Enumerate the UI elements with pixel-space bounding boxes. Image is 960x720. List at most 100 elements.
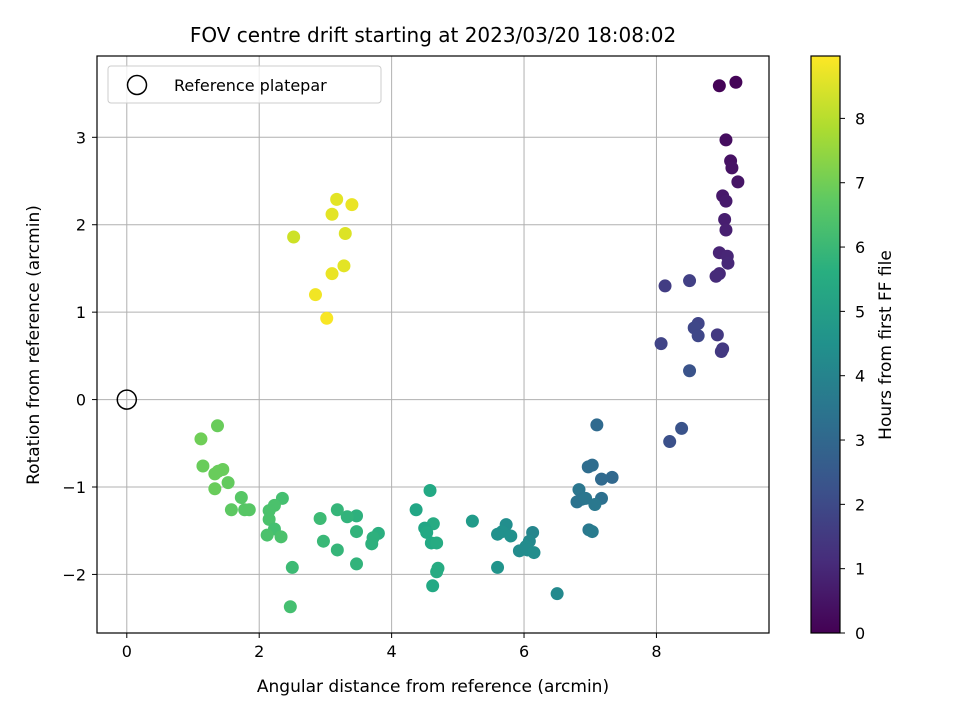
colorbar-tick-label: 5 bbox=[855, 302, 865, 321]
scatter-point bbox=[365, 537, 379, 551]
scatter-point bbox=[210, 419, 224, 433]
y-axis-ticks: −2 −1 0 1 2 3 bbox=[62, 128, 97, 584]
colorbar-tick-label: 4 bbox=[855, 367, 865, 386]
scatter-point bbox=[350, 557, 364, 571]
scatter-point bbox=[663, 435, 677, 449]
y-tick-label: −1 bbox=[62, 478, 86, 497]
scatter-point bbox=[691, 329, 705, 343]
legend-label: Reference platepar bbox=[174, 76, 327, 95]
scatter-point bbox=[725, 161, 739, 175]
scatter-point bbox=[234, 490, 248, 504]
scatter-point bbox=[285, 560, 299, 574]
scatter-point bbox=[350, 525, 364, 539]
scatter-point bbox=[320, 311, 334, 325]
scatter-point bbox=[579, 491, 593, 505]
scatter-point bbox=[260, 528, 274, 542]
scatter-point bbox=[330, 192, 344, 206]
y-axis-label: Rotation from reference (arcmin) bbox=[24, 205, 44, 485]
scatter-point bbox=[729, 75, 743, 89]
colorbar-tick-label: 8 bbox=[855, 109, 865, 128]
scatter-point bbox=[283, 600, 297, 614]
scatter-point bbox=[208, 482, 222, 496]
scatter-point bbox=[588, 497, 602, 511]
scatter-point bbox=[308, 288, 322, 302]
colorbar-tick-label: 6 bbox=[855, 238, 865, 257]
scatter-point bbox=[196, 459, 210, 473]
colorbar-tick-label: 0 bbox=[855, 624, 865, 643]
scatter-point bbox=[491, 560, 505, 574]
y-tick-label: −2 bbox=[62, 565, 86, 584]
scatter-point bbox=[550, 587, 564, 601]
legend-marker bbox=[126, 74, 148, 96]
scatter-point bbox=[274, 530, 288, 544]
scatter-point bbox=[330, 543, 344, 557]
colorbar-tick-label: 1 bbox=[855, 560, 865, 579]
scatter-point bbox=[345, 198, 359, 212]
scatter-point bbox=[709, 269, 723, 283]
scatter-point bbox=[719, 133, 733, 147]
scatter-point bbox=[527, 546, 541, 560]
y-tick-label: 1 bbox=[76, 303, 86, 322]
scatter-point bbox=[423, 483, 437, 497]
scatter-point bbox=[208, 467, 222, 481]
scatter-point bbox=[287, 230, 301, 244]
scatter-point bbox=[465, 514, 479, 528]
scatter-point bbox=[718, 212, 732, 226]
colorbar-gradient bbox=[811, 56, 840, 633]
scatter-point bbox=[194, 432, 208, 446]
colorbar-tick-label: 2 bbox=[855, 495, 865, 514]
scatter-point bbox=[337, 259, 351, 273]
scatter-point bbox=[420, 525, 434, 539]
scatter-point bbox=[224, 503, 238, 517]
x-axis-label: Angular distance from reference (arcmin) bbox=[257, 677, 609, 697]
scatter-point bbox=[340, 510, 354, 524]
scatter-point bbox=[242, 503, 256, 517]
colorbar-ticks: 0 1 2 3 4 5 6 7 8 bbox=[840, 109, 865, 643]
scatter-point bbox=[712, 79, 726, 93]
plot-frame bbox=[96, 55, 770, 634]
x-tick-label: 6 bbox=[519, 642, 529, 661]
reference-point bbox=[116, 389, 138, 410]
y-tick-label: 3 bbox=[76, 128, 86, 147]
scatter-point bbox=[585, 458, 599, 472]
scatter-point bbox=[426, 579, 440, 593]
scatter-point bbox=[658, 279, 672, 293]
x-tick-label: 0 bbox=[122, 642, 132, 661]
scatter-point bbox=[654, 337, 668, 351]
y-tick-label: 0 bbox=[76, 391, 86, 410]
chart-title: FOV centre drift starting at 2023/03/20 … bbox=[190, 23, 676, 47]
x-tick-label: 8 bbox=[651, 642, 661, 661]
colorbar-label: Hours from first FF file bbox=[876, 250, 896, 440]
scatter-point bbox=[585, 525, 599, 539]
scatter-point bbox=[313, 511, 327, 525]
colorbar-tick-label: 7 bbox=[855, 174, 865, 193]
scatter-point bbox=[675, 421, 689, 435]
scatter-point bbox=[330, 503, 344, 517]
reference-marker bbox=[116, 389, 138, 410]
scatter-points bbox=[194, 75, 745, 614]
scatter-point bbox=[731, 175, 745, 189]
scatter-point bbox=[716, 342, 730, 356]
scatter-point bbox=[316, 534, 330, 548]
scatter-point bbox=[262, 512, 276, 526]
scatter-point bbox=[719, 194, 733, 208]
scatter-point bbox=[504, 529, 518, 543]
scatter-point bbox=[721, 256, 735, 270]
x-axis-ticks: 0 2 4 6 8 bbox=[122, 633, 662, 661]
y-tick-label: 2 bbox=[76, 216, 86, 235]
scatter-point bbox=[221, 476, 235, 490]
colorbar-tick-label: 3 bbox=[855, 431, 865, 450]
scatter-point bbox=[325, 267, 339, 281]
x-tick-label: 4 bbox=[387, 642, 397, 661]
scatter-point bbox=[338, 226, 352, 240]
grid bbox=[97, 56, 769, 633]
scatter-point bbox=[430, 565, 444, 579]
scatter-point bbox=[594, 472, 608, 486]
scatter-point bbox=[325, 207, 339, 221]
scatter-point bbox=[590, 418, 604, 432]
scatter-point bbox=[430, 536, 444, 550]
scatter-point bbox=[719, 223, 733, 237]
scatter-point bbox=[409, 503, 423, 517]
legend-box bbox=[107, 65, 382, 104]
